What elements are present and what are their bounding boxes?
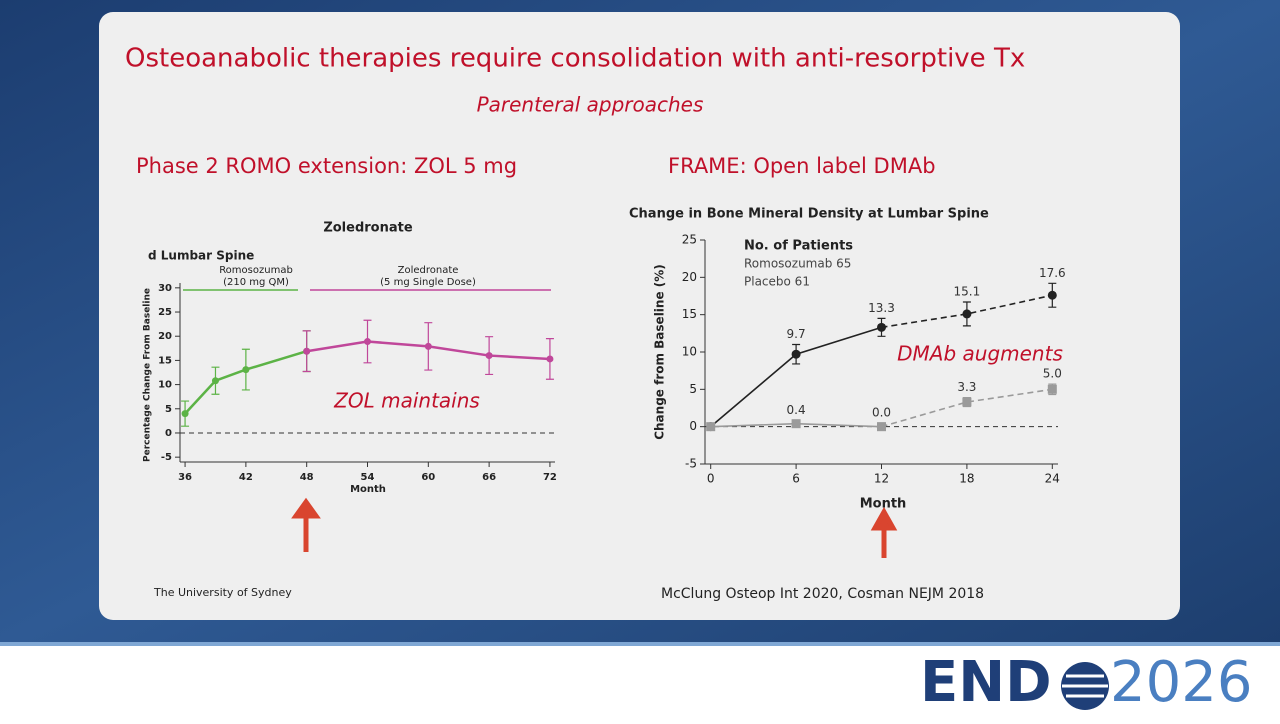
point — [303, 347, 311, 355]
annotation: Romosozumab — [219, 265, 293, 276]
point — [877, 422, 886, 432]
x-tick-label: 60 — [421, 472, 435, 483]
point — [546, 355, 554, 363]
logo-right: 2026 — [1110, 650, 1253, 715]
data-label: 0.0 — [872, 405, 891, 419]
y-tick-label: 10 — [682, 345, 697, 359]
y-tick-label: 20 — [158, 331, 172, 342]
annotation: Placebo 61 — [744, 275, 810, 289]
point — [1047, 384, 1057, 394]
y-tick-label: 30 — [158, 283, 172, 294]
annotation: (210 mg QM) — [223, 277, 289, 288]
slide-subtitle: Parenteral approaches — [477, 93, 704, 117]
x-tick-label: 66 — [482, 472, 496, 483]
data-label: 0.4 — [787, 403, 806, 417]
x-tick-label: 6 — [792, 472, 800, 486]
data-label: 13.3 — [868, 301, 895, 315]
point — [485, 352, 493, 360]
point — [424, 342, 432, 350]
point — [211, 377, 219, 385]
data-label: 15.1 — [954, 284, 981, 298]
footer-left: The University of Sydney — [153, 586, 292, 599]
y-tick-label: 0 — [689, 419, 697, 433]
y-tick-label: 25 — [682, 233, 697, 247]
y-axis-label: Change from Baseline (%) — [653, 264, 667, 440]
annotation: Romosozumab 65 — [744, 257, 851, 271]
y-tick-label: 15 — [158, 355, 172, 366]
annotation: Zoledronate — [398, 265, 459, 276]
annotation: (5 mg Single Dose) — [380, 277, 476, 288]
x-tick-label: 0 — [707, 472, 715, 486]
series-line — [184, 350, 308, 415]
y-tick-label: -5 — [685, 457, 697, 471]
y-tick-label: 20 — [682, 270, 697, 284]
x-tick-label: 48 — [300, 472, 314, 483]
x-tick-label: 54 — [361, 472, 375, 483]
annotation: ZOL maintains — [333, 389, 480, 413]
point — [791, 349, 801, 359]
panel-label: d Lumbar Spine — [148, 249, 254, 263]
logo-globe-lines — [1062, 674, 1108, 698]
footer-right: McClung Osteop Int 2020, Cosman NEJM 201… — [661, 586, 984, 602]
arrow — [870, 506, 898, 558]
panel — [99, 12, 1180, 620]
series-line — [881, 294, 1053, 329]
y-axis-label: Percentage Change From Baseline — [143, 288, 153, 462]
right-heading: FRAME: Open label DMAb — [668, 154, 936, 178]
annotation: DMAb augments — [897, 342, 1063, 366]
annotation: No. of Patients — [744, 239, 853, 254]
point — [877, 322, 886, 332]
y-tick-label: 5 — [689, 382, 697, 396]
point — [791, 419, 801, 429]
x-tick-label: 36 — [178, 472, 192, 483]
data-label: 3.3 — [957, 380, 976, 394]
x-axis-label: Month — [350, 484, 386, 495]
stripe — [0, 642, 1280, 646]
data-label: 5.0 — [1043, 367, 1062, 381]
x-tick-label: 42 — [239, 472, 253, 483]
point — [706, 422, 716, 432]
y-tick-label: 5 — [165, 404, 172, 415]
x-tick-label: 18 — [959, 472, 974, 486]
x-tick-label: 12 — [874, 472, 889, 486]
y-tick-label: 25 — [158, 307, 172, 318]
point — [1047, 290, 1057, 300]
logo-left: END — [920, 650, 1052, 715]
y-tick-label: 10 — [158, 380, 172, 391]
y-tick-label: -5 — [161, 452, 172, 463]
left-heading: Phase 2 ROMO extension: ZOL 5 mg — [136, 154, 517, 178]
x-tick-label: 24 — [1045, 472, 1060, 486]
y-tick-label: 0 — [165, 428, 172, 439]
point — [962, 309, 972, 319]
point — [181, 410, 189, 418]
chart-title: Change in Bone Mineral Density at Lumbar… — [629, 207, 989, 222]
data-label: 17.6 — [1039, 266, 1066, 280]
data-label: 9.7 — [787, 327, 806, 341]
point — [962, 397, 972, 407]
x-tick-label: 72 — [543, 472, 557, 483]
slide-title: Osteoanabolic therapies require consolid… — [125, 44, 1025, 74]
point — [364, 338, 371, 346]
chart-title: Zoledronate — [323, 221, 413, 236]
point — [242, 366, 250, 374]
y-tick-label: 15 — [682, 307, 697, 321]
arrow — [291, 497, 321, 552]
x-axis-label: Month — [860, 497, 907, 512]
